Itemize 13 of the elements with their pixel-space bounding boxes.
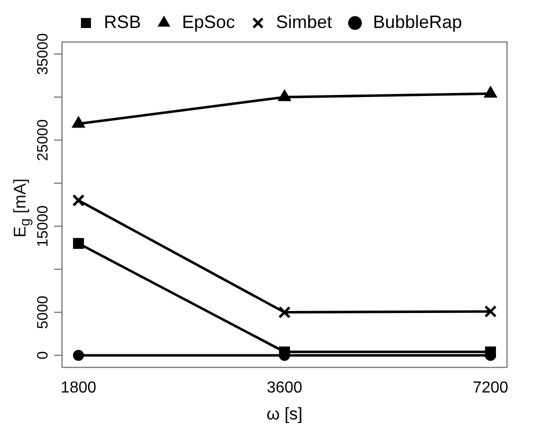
y-tick-label: 5000 [34, 296, 52, 329]
y-tick-label: 35000 [34, 33, 52, 75]
x-tick-label: 7200 [472, 379, 508, 396]
legend-label: RSB [104, 12, 141, 32]
y-tick-label: 15000 [34, 205, 52, 248]
x-tick-label: 1800 [60, 379, 96, 396]
y-tick-label: 0 [34, 351, 52, 360]
y-tick-label: 25000 [34, 119, 52, 161]
legend-label: EpSoc [182, 12, 235, 32]
legend-label: Simbet [276, 12, 332, 32]
x-axis-title: ω [s] [266, 404, 302, 424]
legend-label: BubbleRap [373, 12, 462, 32]
x-tick-label: 3600 [266, 379, 302, 396]
